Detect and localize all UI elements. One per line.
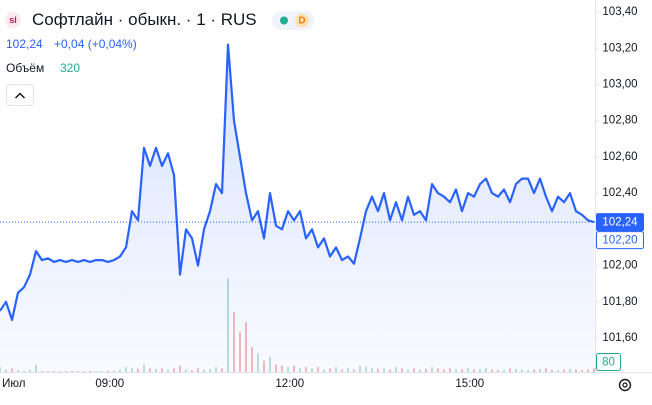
- price-line: [0, 43, 595, 321]
- y-tick-label: 103,00: [602, 78, 637, 90]
- volume-tick-label: 80: [602, 357, 615, 369]
- legend-volume: 320: [60, 61, 80, 75]
- y-tick-label: 103,20: [602, 42, 637, 54]
- badge-bg: [295, 13, 309, 28]
- settings-button[interactable]: [618, 378, 632, 392]
- gear-inner: [622, 382, 628, 388]
- x-tick-label: 15:00: [455, 378, 484, 390]
- status-dot: [280, 16, 288, 25]
- y-tick-label: 103,40: [602, 6, 637, 18]
- y-tick-label: 101,80: [602, 296, 637, 308]
- y-tick-label: 102,40: [602, 187, 637, 199]
- volume-tick-box: [596, 353, 621, 371]
- last-price-label: 102,24: [602, 217, 638, 229]
- plot: [0, 43, 595, 372]
- price-area: [0, 44, 594, 372]
- legend-change: +0,04 (+0,04%): [54, 37, 137, 51]
- badge: D: [298, 16, 305, 27]
- symbol-icon-text: sl: [9, 15, 17, 25]
- legend-price: 102,24: [6, 37, 43, 51]
- ref-price-label: 102,20: [602, 235, 637, 247]
- x-tick-label: 12:00: [275, 378, 304, 390]
- x-tick-label: Июл: [2, 378, 25, 390]
- chart-title: Софтлайн · обыкн. · 1 · RUS: [32, 10, 257, 29]
- collapse-button[interactable]: [6, 84, 34, 106]
- last-price-box: [596, 213, 644, 232]
- y-tick-label: 102,00: [602, 260, 637, 272]
- y-tick-label: 102,60: [602, 151, 637, 163]
- legend-volume-label: Объём: [6, 61, 44, 75]
- symbol-icon: [5, 12, 21, 28]
- gear-outer: [618, 378, 632, 392]
- x-tick-label: 09:00: [95, 378, 124, 390]
- ref-price-box: [596, 231, 644, 250]
- header: sl Софтлайн · обыкн. · 1 · RUS D 102,24 …: [5, 10, 314, 106]
- collapse-icon: [14, 92, 26, 99]
- y-tick-label: 101,60: [602, 332, 637, 344]
- y-tick-label: 102,80: [602, 115, 637, 127]
